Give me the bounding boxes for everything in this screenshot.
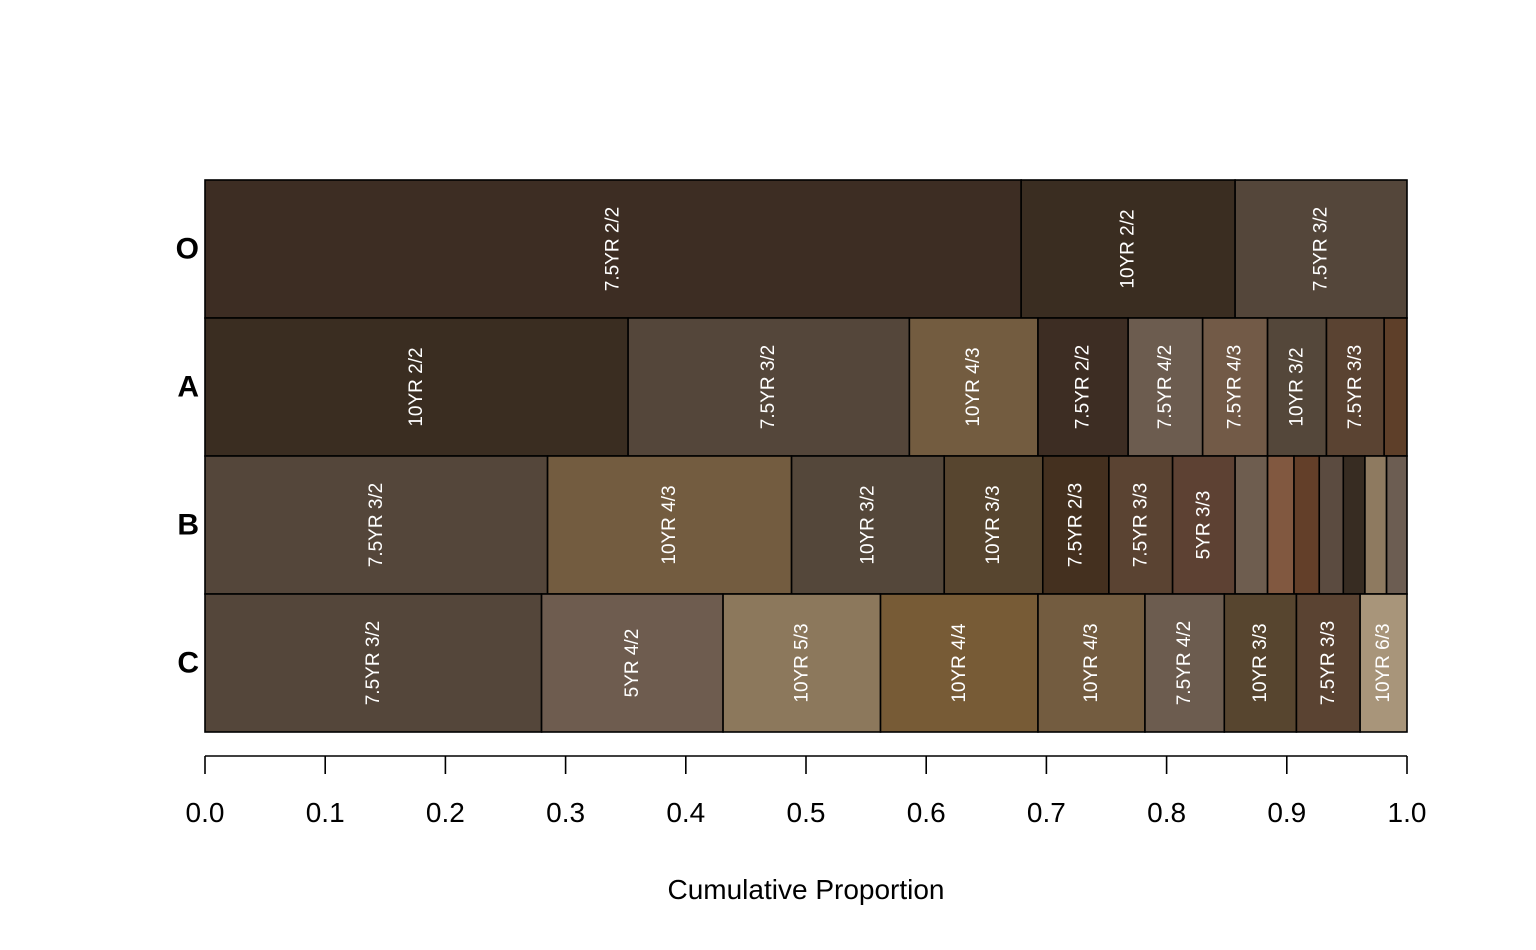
- bar-segment: [790, 455, 946, 595]
- segment-label: 10YR 5/3: [791, 623, 812, 702]
- bar-segment: [1223, 593, 1298, 733]
- segment-label: 7.5YR 3/2: [363, 621, 384, 706]
- bar-segment: [722, 593, 882, 733]
- x-tick-label: 0.7: [1027, 797, 1066, 828]
- bar-segment: [879, 593, 1039, 733]
- segment-label: 10YR 4/3: [963, 347, 984, 426]
- segment-label: 10YR 4/3: [1081, 623, 1102, 702]
- x-tick-label: 0.1: [306, 797, 345, 828]
- segment-label: 7.5YR 2/2: [603, 207, 624, 292]
- segment-label: 7.5YR 3/2: [1311, 207, 1332, 292]
- bar-segment: [204, 179, 1022, 319]
- bar-segment: [1108, 455, 1174, 595]
- x-tick-label: 0.4: [666, 797, 705, 828]
- bar-segment: [1020, 179, 1236, 319]
- bars-layer: 7.5YR 2/2 10YR 2/2 7.5YR 3/2 10YR 2/2 7.5YR …: [204, 179, 1408, 733]
- segment-label: 7.5YR 3/3: [1345, 345, 1366, 430]
- x-tick-label: 0.5: [787, 797, 826, 828]
- segment-label: 10YR 3/2: [1287, 347, 1308, 426]
- row-label: O: [176, 233, 199, 266]
- bar-segment: [204, 455, 549, 595]
- segment-label: 10YR 3/3: [1250, 623, 1271, 702]
- segment-label: 7.5YR 3/3: [1130, 483, 1151, 568]
- bar-segment: [1318, 455, 1345, 595]
- bar-segment: [1293, 455, 1321, 595]
- bar-segment: [204, 593, 543, 733]
- segment-label: 10YR 2/2: [1118, 209, 1139, 288]
- bar-segment: [1041, 455, 1110, 595]
- segment-label: 7.5YR 4/3: [1225, 345, 1246, 430]
- row-label: C: [177, 647, 199, 680]
- x-axis: 0.0 0.1 0.2 0.3 0.4 0.5 0.6 0.7 0.8 0.9 1.0: [186, 755, 1427, 828]
- row-labels: O A B C: [176, 233, 199, 680]
- segment-label: 10YR 3/2: [857, 485, 878, 564]
- segment-label: 7.5YR 2/2: [1073, 345, 1094, 430]
- segment-label: 10YR 4/4: [949, 623, 970, 703]
- x-tick-label: 0.0: [186, 797, 225, 828]
- segment-label: 7.5YR 4/2: [1155, 345, 1176, 430]
- bar-segment: [1364, 455, 1388, 595]
- segment-label: 10YR 2/2: [406, 347, 427, 426]
- segment-label: 7.5YR 4/2: [1174, 621, 1195, 706]
- segment-label: 10YR 3/3: [983, 485, 1004, 564]
- segment-label: 7.5YR 3/2: [758, 345, 779, 430]
- segment-label: 7.5YR 3/2: [366, 483, 387, 568]
- x-tick-label: 0.9: [1267, 797, 1306, 828]
- bar-segment: [1234, 455, 1269, 595]
- x-tick-label: 0.8: [1147, 797, 1186, 828]
- segment-label: 5YR 3/3: [1193, 491, 1214, 560]
- x-tick-label: 0.2: [426, 797, 465, 828]
- bar-segment: [1266, 317, 1328, 457]
- bar-segment: [1234, 179, 1408, 319]
- segment-label: 10YR 6/3: [1373, 623, 1394, 702]
- segment-label: 5YR 4/2: [622, 629, 643, 698]
- bar-segment: [908, 317, 1039, 457]
- segment-label: 10YR 4/3: [659, 485, 680, 564]
- x-axis-title: Cumulative Proportion: [667, 874, 944, 905]
- x-tick-label: 1.0: [1388, 797, 1427, 828]
- segment-label: 7.5YR 3/3: [1318, 621, 1339, 706]
- row-label: B: [177, 509, 199, 542]
- bar-segment: [1266, 455, 1295, 595]
- x-tick-label: 0.3: [546, 797, 585, 828]
- bar-segment: [1127, 317, 1204, 457]
- bar-segment: [627, 317, 911, 457]
- segment-label: 7.5YR 2/3: [1065, 483, 1086, 568]
- x-tick-label: 0.6: [907, 797, 946, 828]
- bar-segment: [546, 455, 793, 595]
- bar-segment: [1385, 455, 1408, 595]
- bar-segment: [1342, 455, 1366, 595]
- bar-segment: [1383, 317, 1408, 457]
- row-label: A: [177, 371, 199, 404]
- bar-segment: [1037, 593, 1146, 733]
- bar-segment: [204, 317, 629, 457]
- bar-segment: [540, 593, 724, 733]
- bar-segment: [1171, 455, 1236, 595]
- bar-segment: [1359, 593, 1408, 733]
